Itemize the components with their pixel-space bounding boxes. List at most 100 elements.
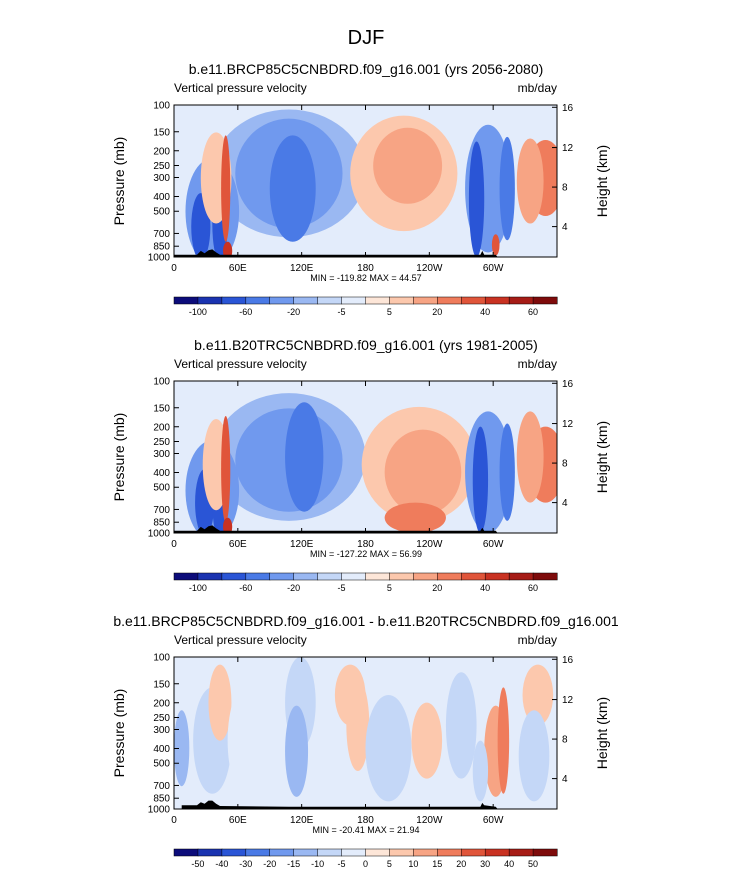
- y-tick-label: 300: [153, 725, 170, 736]
- colorbar-swatch: [508, 848, 534, 857]
- y-tick-label: 100: [153, 653, 170, 664]
- contour-region: [472, 426, 489, 533]
- contour-field: [174, 105, 557, 257]
- colorbar-swatch: [293, 848, 319, 857]
- contour-region: [208, 664, 232, 741]
- colorbar-swatch: [317, 296, 343, 305]
- y-tick-label: 850: [153, 518, 170, 529]
- height-tick-label: 12: [562, 695, 574, 706]
- y-tick-label: 1000: [148, 253, 171, 264]
- x-axis: 0 60E 120E 180 120W 60W: [171, 657, 504, 826]
- colorbar-swatch: [173, 296, 199, 305]
- colorbar-swatch: [532, 296, 558, 305]
- contour-region: [384, 429, 462, 515]
- y-tick-label: 500: [153, 483, 170, 494]
- colorbar-label: -30: [239, 859, 252, 869]
- x-tick-label: 60W: [483, 815, 504, 826]
- contour-region: [285, 402, 324, 512]
- x-tick-label: 60W: [483, 539, 504, 550]
- colorbar-swatch: [293, 296, 319, 305]
- colorbar-label: 0: [363, 859, 368, 869]
- contour-field: [174, 381, 557, 533]
- colorbar-label: 5: [387, 859, 392, 869]
- colorbar-swatch: [221, 572, 247, 581]
- contour-region: [516, 411, 544, 503]
- y-axis-title-right: Height (km): [594, 697, 610, 769]
- colorbar-label: 20: [456, 859, 466, 869]
- colorbar: -100 -60 -20 -5 5 20 40 60: [173, 296, 558, 317]
- y-tick-label: 150: [153, 127, 170, 138]
- colorbar-label: 5: [387, 583, 392, 593]
- colorbar-label: 40: [504, 859, 514, 869]
- y-tick-label: 300: [153, 449, 170, 460]
- colorbar-label: -10: [311, 859, 324, 869]
- colorbar-label: -15: [287, 859, 300, 869]
- contour-region: [223, 241, 233, 257]
- topography: [174, 525, 498, 533]
- colorbar-swatch: [365, 296, 390, 305]
- x-tick-label: 120W: [416, 539, 443, 550]
- y-tick-label: 850: [153, 794, 170, 805]
- colorbar-swatch: [245, 848, 271, 857]
- colorbar-swatch: [341, 296, 367, 305]
- x-tick-label: 0: [171, 539, 177, 550]
- y-tick-label: 700: [153, 781, 170, 792]
- y-tick-label: 850: [153, 242, 170, 253]
- colorbar-label: -20: [287, 307, 300, 317]
- contour-region: [491, 234, 500, 256]
- colorbar-label: 5: [387, 307, 392, 317]
- colorbar-label: 20: [432, 307, 442, 317]
- colorbar-swatch: [437, 848, 462, 857]
- min-max-stats: MIN = -127.22 MAX = 56.99: [310, 549, 422, 559]
- colorbar-swatch: [461, 296, 486, 305]
- y-axis-title: Pressure (mb): [111, 689, 127, 778]
- x-tick-label: 0: [171, 263, 177, 274]
- y-tick-label: 700: [153, 505, 170, 516]
- contour-region: [499, 136, 515, 241]
- colorbar-label: 30: [480, 859, 490, 869]
- left-label: Vertical pressure velocity: [174, 357, 307, 371]
- colorbar: -100 -60 -20 -5 5 20 40 60: [173, 572, 558, 593]
- panel-title: b.e11.BRCP85C5CNBDRD.f09_g16.001 - b.e11…: [113, 613, 619, 629]
- colorbar-swatch: [532, 572, 558, 581]
- colorbar-swatch: [413, 572, 438, 581]
- contour-region: [221, 135, 231, 242]
- colorbar-swatch: [389, 848, 414, 857]
- y-tick-label: 500: [153, 759, 170, 770]
- colorbar-label: -60: [239, 583, 252, 593]
- contour-region: [518, 710, 550, 802]
- y-tick-label: 400: [153, 468, 170, 479]
- y-tick-label: 1000: [148, 805, 171, 816]
- y-tick-label: 200: [153, 422, 170, 433]
- colorbar-swatch: [413, 848, 438, 857]
- contour-region: [373, 127, 443, 204]
- x-tick-label: 180: [357, 815, 374, 826]
- y-axis-title: Pressure (mb): [111, 413, 127, 502]
- y-axis-title-right: Height (km): [594, 145, 610, 217]
- height-tick-label: 8: [562, 735, 568, 746]
- y-tick-label: 400: [153, 744, 170, 755]
- chart-panel-3: b.e11.BRCP85C5CNBDRD.f09_g16.001 - b.e11…: [111, 613, 619, 869]
- height-tick-label: 4: [562, 774, 568, 785]
- colorbar-label: -5: [338, 307, 346, 317]
- x-tick-label: 120E: [290, 815, 314, 826]
- x-tick-label: 120W: [416, 263, 443, 274]
- x-tick-label: 60E: [229, 263, 247, 274]
- min-max-stats: MIN = -20.41 MAX = 21.94: [312, 825, 419, 835]
- x-axis: 0 60E 120E 180 120W 60W: [171, 381, 504, 550]
- y-tick-label: 200: [153, 146, 170, 157]
- right-label: mb/day: [518, 633, 557, 647]
- colorbar-swatch: [437, 296, 462, 305]
- colorbar-label: 40: [480, 583, 490, 593]
- colorbar-swatch: [365, 572, 390, 581]
- colorbar-label: -20: [287, 583, 300, 593]
- colorbar-swatch: [269, 848, 295, 857]
- chart-panel-1: b.e11.BRCP85C5CNBDRD.f09_g16.001 (yrs 20…: [111, 61, 610, 317]
- y-axis-right: 16 12 8 4: [552, 655, 574, 785]
- contour-region: [384, 502, 446, 533]
- contour-region: [468, 141, 485, 257]
